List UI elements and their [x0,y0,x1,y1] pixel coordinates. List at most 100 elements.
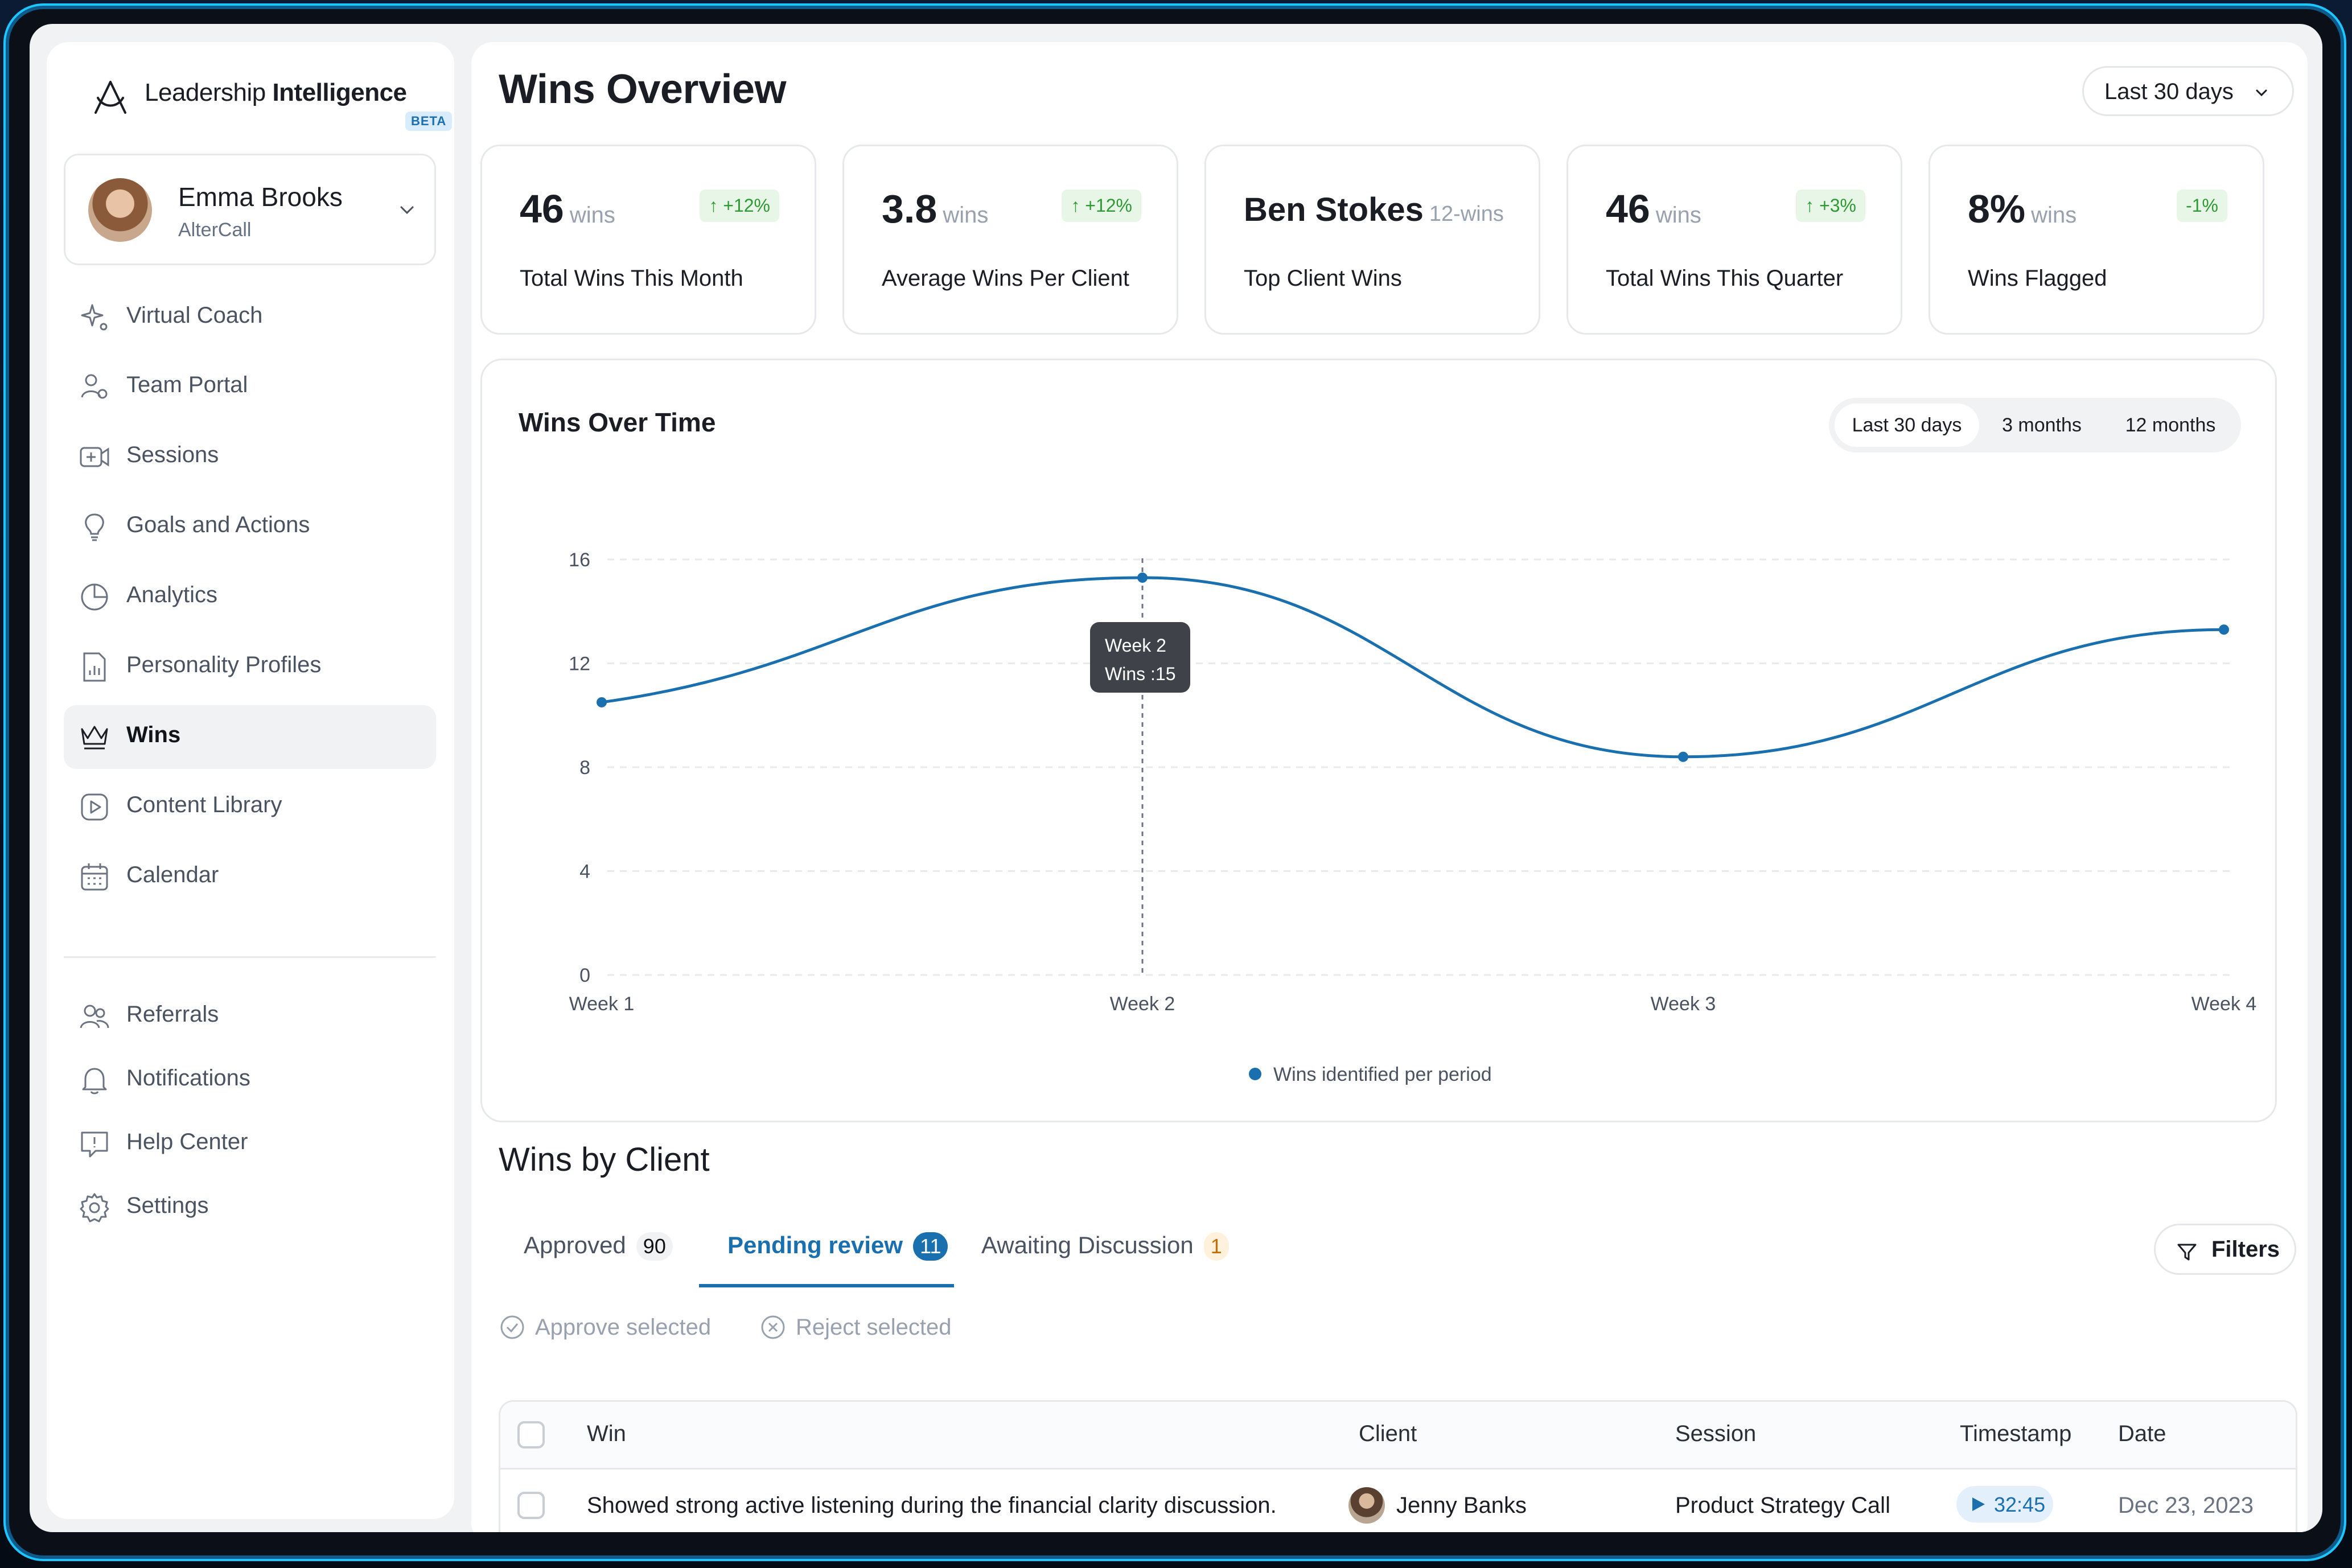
range-3-months[interactable]: 3 months [2002,414,2082,436]
data-point [2219,624,2229,635]
date-range-select[interactable]: Last 30 days [2082,66,2294,116]
sidebar-item-goals[interactable]: Goals and Actions [64,495,436,559]
stat-value: 46 wins [1606,187,1701,231]
legend-marker [1249,1068,1261,1080]
sidebar-item-label: Referrals [126,1002,219,1027]
tab-pending-review[interactable]: Pending review 11 [727,1232,948,1277]
sidebar: Leadership Intelligence BETA Emma Brooks… [47,42,454,1519]
team-icon [81,374,108,399]
sidebar-item-settings[interactable]: Settings [64,1176,436,1240]
x-tick-label: Week 2 [1110,993,1175,1015]
stat-card-total-wins-month: 46 wins ↑ +12% Total Wins This Month [480,145,816,335]
tooltip-value: Wins :15 [1105,664,1175,684]
lightbulb-icon [85,513,104,541]
sidebar-item-label: Settings [126,1193,209,1218]
sidebar-item-analytics[interactable]: Analytics [64,565,436,629]
chart-tooltip [1090,622,1190,693]
y-tick-label: 0 [579,965,590,986]
wins-line-chart: 0 4 8 12 16 Week 1 Week 2 Week 3 Week 4 Week 2 Win… [569,549,2257,1085]
stat-value: 8% wins [1968,187,2077,231]
chart-range-toggle: Last 30 days 3 months 12 months [1829,398,2241,452]
column-header: Session [1675,1421,1757,1446]
x-tick-label: Week 1 [569,993,635,1015]
sidebar-item-label: Sessions [126,442,219,467]
section-title: Wins by Client [499,1141,710,1178]
avatar [88,178,152,242]
gear-icon [80,1193,109,1223]
row-checkbox[interactable] [517,1492,545,1519]
y-tick-label: 4 [579,861,590,883]
column-header: Timestamp [1960,1421,2072,1446]
sidebar-item-label: Wins [126,722,181,747]
sidebar-item-label: Virtual Coach [126,303,263,328]
active-tab-indicator [699,1284,954,1287]
sidebar-item-referrals[interactable]: Referrals [64,985,436,1048]
filter-icon [2177,1244,2197,1261]
trend-up-badge: ↑ +3% [1796,190,1865,222]
count-badge: 90 [636,1232,673,1261]
stat-card-top-client: Ben Stokes 12-wins Top Client Wins [1204,145,1540,335]
pie-chart-icon [81,583,108,611]
referrals-icon [80,1005,109,1028]
sidebar-item-label: Content Library [126,792,282,817]
sidebar-item-calendar[interactable]: Calendar [64,845,436,909]
column-header: Client [1359,1421,1417,1446]
stat-label: Total Wins This Month [520,266,743,291]
sidebar-item-notifications[interactable]: Notifications [64,1048,436,1112]
sidebar-item-content-library[interactable]: Content Library [64,775,436,839]
timestamp-play-button[interactable]: 32:45 [1956,1486,2053,1522]
sidebar-item-help-center[interactable]: Help Center [64,1112,436,1176]
count-badge: 1 [1203,1232,1229,1261]
x-tick-label: Week 4 [2191,993,2257,1015]
tab-approved[interactable]: Approved 90 [524,1232,673,1277]
select-all-checkbox[interactable] [517,1421,545,1448]
sidebar-item-virtual-coach[interactable]: Virtual Coach [64,286,436,349]
calendar-icon [81,863,108,891]
sidebar-item-personality-profiles[interactable]: Personality Profiles [64,635,436,699]
play-icon [1972,1497,1985,1511]
sidebar-item-wins[interactable]: Wins [64,705,436,769]
range-last-30-days[interactable]: Last 30 days [1835,404,1979,447]
stat-card-wins-flagged: 8% wins -1% Wins Flagged [1929,145,2264,335]
beta-badge: BETA [405,112,453,131]
user-name: Emma Brooks [178,182,343,212]
app-window: Leadership Intelligence BETA Emma Brooks… [30,24,2322,1532]
avatar [1348,1487,1385,1524]
video-add-icon [80,447,109,467]
sparkle-icon [81,304,108,331]
x-tick-label: Week 3 [1651,993,1716,1015]
range-12-months[interactable]: 12 months [2125,414,2216,436]
stat-label: Total Wins This Quarter [1606,266,1844,291]
wins-over-time-card: Wins Over Time Last 30 days 3 months 12 … [480,359,2277,1122]
sidebar-item-label: Notifications [126,1065,250,1090]
filters-button[interactable]: Filters [2154,1224,2296,1275]
user-switcher[interactable]: Emma Brooks AlterCall [64,154,436,265]
tab-awaiting-discussion[interactable]: Awaiting Discussion 1 [981,1232,1229,1277]
x-circle-icon [761,1315,785,1339]
brand-name: Leadership Intelligence [145,79,407,106]
stat-label: Wins Flagged [1968,266,2107,291]
wins-table: Win Client Session Timestamp Date Showed… [499,1400,2297,1532]
client-name: Jenny Banks [1396,1493,1527,1518]
stat-value: 46 wins [520,187,615,231]
sidebar-item-sessions[interactable]: Sessions [64,425,436,489]
trend-up-badge: ↑ +12% [700,190,779,222]
sidebar-item-label: Calendar [126,862,219,887]
column-header: Date [2118,1421,2166,1446]
table-header: Win Client Session Timestamp Date [500,1402,2296,1470]
trend-badge: -1% [2177,190,2227,222]
sidebar-divider [64,956,436,958]
stat-card-average-wins: 3.8 wins ↑ +12% Average Wins Per Client [842,145,1178,335]
column-header: Win [587,1421,626,1446]
sidebar-item-label: Personality Profiles [126,652,322,677]
sidebar-item-team-portal[interactable]: Team Portal [64,355,436,419]
data-point [1137,572,1148,583]
date-range-value: Last 30 days [2104,79,2234,104]
tooltip-label: Week 2 [1105,635,1166,656]
data-point [597,697,607,707]
check-circle-icon [500,1315,524,1339]
play-square-icon [81,793,108,821]
series-line [601,576,2224,759]
legend-label: Wins identified per period [1273,1064,1492,1085]
stat-value: Ben Stokes 12-wins [1244,191,1504,228]
